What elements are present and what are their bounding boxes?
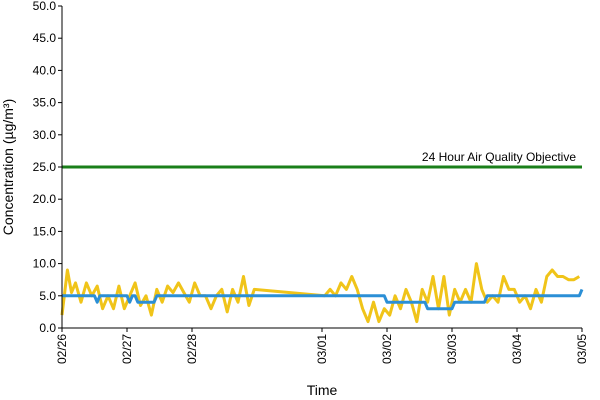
y-tick-label: 10.0 — [33, 257, 57, 271]
x-tick-label: 02/28 — [185, 334, 199, 364]
y-axis-ticks: 0.0 5.0 10.0 15.0 20.0 25.0 30.0 35.0 40.0 45.0 50… — [33, 0, 62, 335]
y-tick-label: 35.0 — [33, 96, 57, 110]
y-tick-label: 40.0 — [33, 63, 57, 77]
x-axis-ticks: 02/26 02/27 02/28 03/01 03/02 03/03 03/04 03/05 — [55, 328, 589, 364]
y-tick-label: 30.0 — [33, 128, 57, 142]
y-tick-label: 25.0 — [33, 160, 57, 174]
x-tick-label: 03/03 — [445, 334, 459, 364]
x-tick-label: 02/26 — [55, 334, 69, 364]
y-tick-label: 20.0 — [33, 192, 57, 206]
x-tick-label: 02/27 — [120, 334, 134, 364]
y-tick-label: 15.0 — [33, 224, 57, 238]
y-axis-title: Concentration (µg/m³) — [0, 99, 16, 235]
series-line-blue — [62, 288, 584, 311]
series-layer — [60, 262, 584, 324]
y-tick-label: 5.0 — [39, 289, 56, 303]
x-axis-title: Time — [307, 382, 338, 398]
y-tick-label: 45.0 — [33, 31, 57, 45]
series-line-yellow — [60, 262, 581, 324]
y-tick-label: 0.0 — [39, 321, 56, 335]
air-quality-objective-label: 24 Hour Air Quality Objective — [422, 150, 576, 164]
y-tick-label: 50.0 — [33, 0, 57, 13]
x-tick-label: 03/01 — [315, 334, 329, 364]
x-tick-label: 03/05 — [575, 334, 589, 364]
x-tick-label: 03/04 — [510, 334, 524, 364]
x-tick-label: 03/02 — [380, 334, 394, 364]
